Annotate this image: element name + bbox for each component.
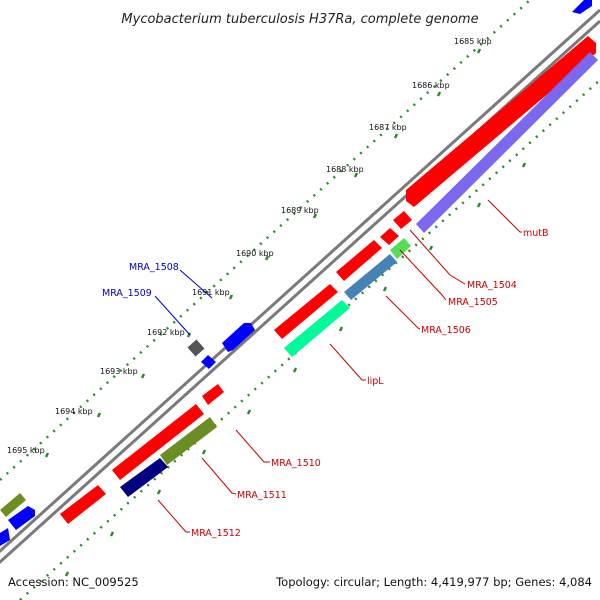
tick-label: 1688 kbp [326,165,364,174]
tick-label: 1695 kbp [7,446,45,455]
backbone-outer [0,8,600,554]
gene-arrow-blue-top[interactable] [572,0,592,14]
gene-arrow-mra-1511[interactable] [112,404,204,480]
cog-bar-springgreen[interactable] [284,300,350,357]
gene-label-mra-1506[interactable]: MRA_1506 [421,325,471,336]
cog-features [120,52,598,497]
gene-box-grey[interactable] [187,339,205,357]
gene-label-mra-1505[interactable]: MRA_1505 [448,297,498,308]
ruler-outer-dots [0,0,531,481]
cog-bar-purple[interactable] [416,52,598,233]
tick-label: 1690 kbp [236,249,274,258]
tick-label: 1694 kbp [55,407,93,416]
gene-arrow-mutb[interactable] [406,36,596,207]
ruler-ticks [44,48,482,458]
gene-arrow-mra-1505[interactable] [380,228,399,245]
gene-arrow-mra-1510[interactable] [202,384,224,405]
tick-label: 1687 kbp [369,123,407,132]
gene-label-mra-1509[interactable]: MRA_1509 [102,288,152,299]
tick-label: 1691 kbp [192,288,230,297]
tick-label: 1689 kbp [281,206,319,215]
gene-arrow-mra-1506[interactable] [336,240,382,281]
gene-label-mutb[interactable]: mutB [523,228,549,239]
gene-arrow-mra-1508[interactable] [222,323,255,352]
gene-arrow-green-left[interactable] [0,493,26,517]
cog-bar-navy[interactable] [120,458,168,497]
gene-arrow-mra-1509[interactable] [201,355,216,369]
gene-arrow-blue-left[interactable] [8,506,35,530]
genome-summary-text: Topology: circular; Length: 4,419,977 bp… [275,575,592,589]
cog-bar-olive[interactable] [160,417,217,465]
cog-bar-steelblue[interactable] [344,254,397,300]
gene-label-mra-1511[interactable]: MRA_1511 [237,490,287,501]
gene-label-mra-1504[interactable]: MRA_1504 [467,280,517,291]
map-title: Mycobacterium tuberculosis H37Ra, comple… [121,12,478,27]
ruler-tick-labels: 1685 kbp 1686 kbp 1687 kbp 1688 kbp 1689… [7,37,492,455]
gene-arrow-mra-1512[interactable] [60,485,106,524]
gene-label-mra-1508[interactable]: MRA_1508 [129,262,179,273]
accession-text: Accession: NC_009525 [8,575,139,589]
gene-arrow-blue-edge[interactable] [0,528,10,546]
tick-label: 1686 kbp [412,81,450,90]
tick-label: 1692 kbp [147,328,185,337]
ruler-inner-ticks [64,162,527,577]
gene-label-lipl[interactable]: lipL [367,376,384,387]
gene-arrow-lipl[interactable] [274,284,338,339]
cog-bar-green-small[interactable] [390,238,411,259]
tick-label: 1685 kbp [454,37,492,46]
gene-labels: MRA_1508 MRA_1509 mutB MRA_1504 MRA_1505… [102,228,549,539]
gene-label-mra-1510[interactable]: MRA_1510 [271,458,321,469]
tick-label: 1693 kbp [100,367,138,376]
ruler-inner-dots [19,79,600,600]
forward-genes [0,0,592,546]
label-leaders [154,199,522,533]
reverse-genes [60,36,596,524]
gene-arrow-mra-1504[interactable] [393,211,412,229]
gene-label-mra-1512[interactable]: MRA_1512 [191,528,241,539]
